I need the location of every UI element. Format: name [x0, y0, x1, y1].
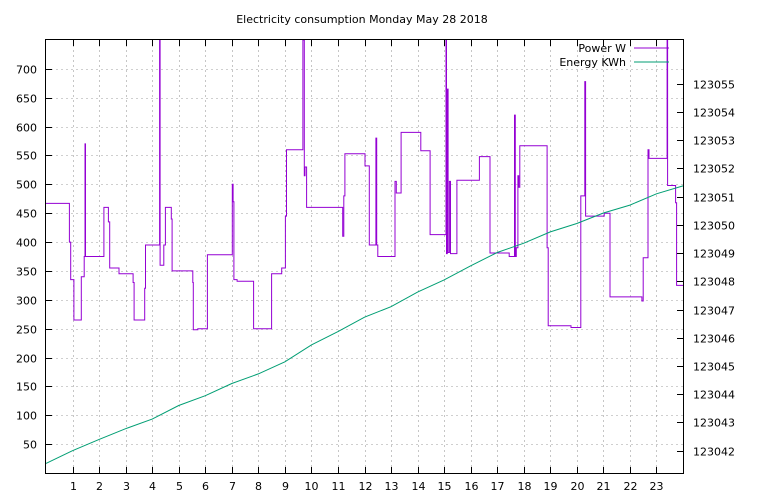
x-tick-label: 20	[571, 480, 585, 493]
y2-tick-label: 123050	[693, 220, 735, 233]
y2-tick-label: 123054	[693, 107, 735, 120]
x-tick-label: 4	[149, 480, 156, 493]
y-tick-label: 600	[16, 122, 37, 135]
x-tick-label: 2	[96, 480, 103, 493]
y2-tick-label: 123052	[693, 163, 735, 176]
legend-label: Power W	[578, 42, 626, 55]
x-tick-label: 7	[229, 480, 236, 493]
x-tick-label: 12	[359, 480, 373, 493]
x-tick-label: 9	[282, 480, 289, 493]
y2-tick-label: 123046	[693, 333, 735, 346]
y2-tick-label: 123048	[693, 276, 735, 289]
y2-tick-label: 123043	[693, 417, 735, 430]
x-tick-label: 21	[597, 480, 611, 493]
y-tick-label: 100	[16, 410, 37, 423]
x-tick-label: 1	[70, 480, 77, 493]
y2-tick-label: 123047	[693, 305, 735, 318]
series-line-energy-kwh	[45, 185, 684, 464]
series-line-power-w	[46, 39, 683, 331]
x-tick-label: 16	[465, 480, 479, 493]
y2-tick-label: 123042	[693, 446, 735, 459]
x-tick-label: 11	[332, 480, 346, 493]
y-tick-label: 200	[16, 353, 37, 366]
y-tick-label: 50	[23, 439, 37, 452]
y-tick-label: 150	[16, 381, 37, 394]
chart-title: Electricity consumption Monday May 28 20…	[236, 13, 488, 26]
y-tick-label: 250	[16, 324, 37, 337]
y2-tick-label: 123049	[693, 248, 735, 261]
plot-border	[45, 39, 684, 474]
series-layer	[45, 39, 684, 464]
y2-tick-label: 123053	[693, 135, 735, 148]
x-tick-label: 5	[176, 480, 183, 493]
y-tick-label: 650	[16, 93, 37, 106]
y-tick-label: 450	[16, 208, 37, 221]
grid	[46, 40, 683, 473]
legend-label: Energy KWh	[559, 56, 626, 69]
y-tick-label: 500	[16, 179, 37, 192]
x-tick-label: 3	[123, 480, 130, 493]
x-tick-label: 8	[255, 480, 262, 493]
y2-tick-label: 123055	[693, 79, 735, 92]
y2-tick-label: 123051	[693, 192, 735, 205]
x-tick-label: 23	[650, 480, 664, 493]
x-tick-label: 14	[412, 480, 426, 493]
y-tick-label: 300	[16, 295, 37, 308]
y2-tick-label: 123045	[693, 361, 735, 374]
y-tick-label: 350	[16, 266, 37, 279]
y2-tick-label: 123044	[693, 389, 735, 402]
y-tick-label: 700	[16, 64, 37, 77]
y-tick-label: 550	[16, 150, 37, 163]
x-tick-label: 10	[305, 480, 319, 493]
y-tick-label: 400	[16, 237, 37, 250]
x-tick-label: 19	[544, 480, 558, 493]
x-tick-label: 13	[385, 480, 399, 493]
x-tick-label: 18	[518, 480, 532, 493]
x-tick-label: 17	[491, 480, 505, 493]
x-tick-label: 15	[438, 480, 452, 493]
x-tick-label: 22	[624, 480, 638, 493]
axes: 1 2 3 4 5 6 7 8 9 10 11 12 13 14 15 16 17 18 19 20 21 22 23501…	[16, 40, 735, 493]
x-tick-label: 6	[202, 480, 209, 493]
